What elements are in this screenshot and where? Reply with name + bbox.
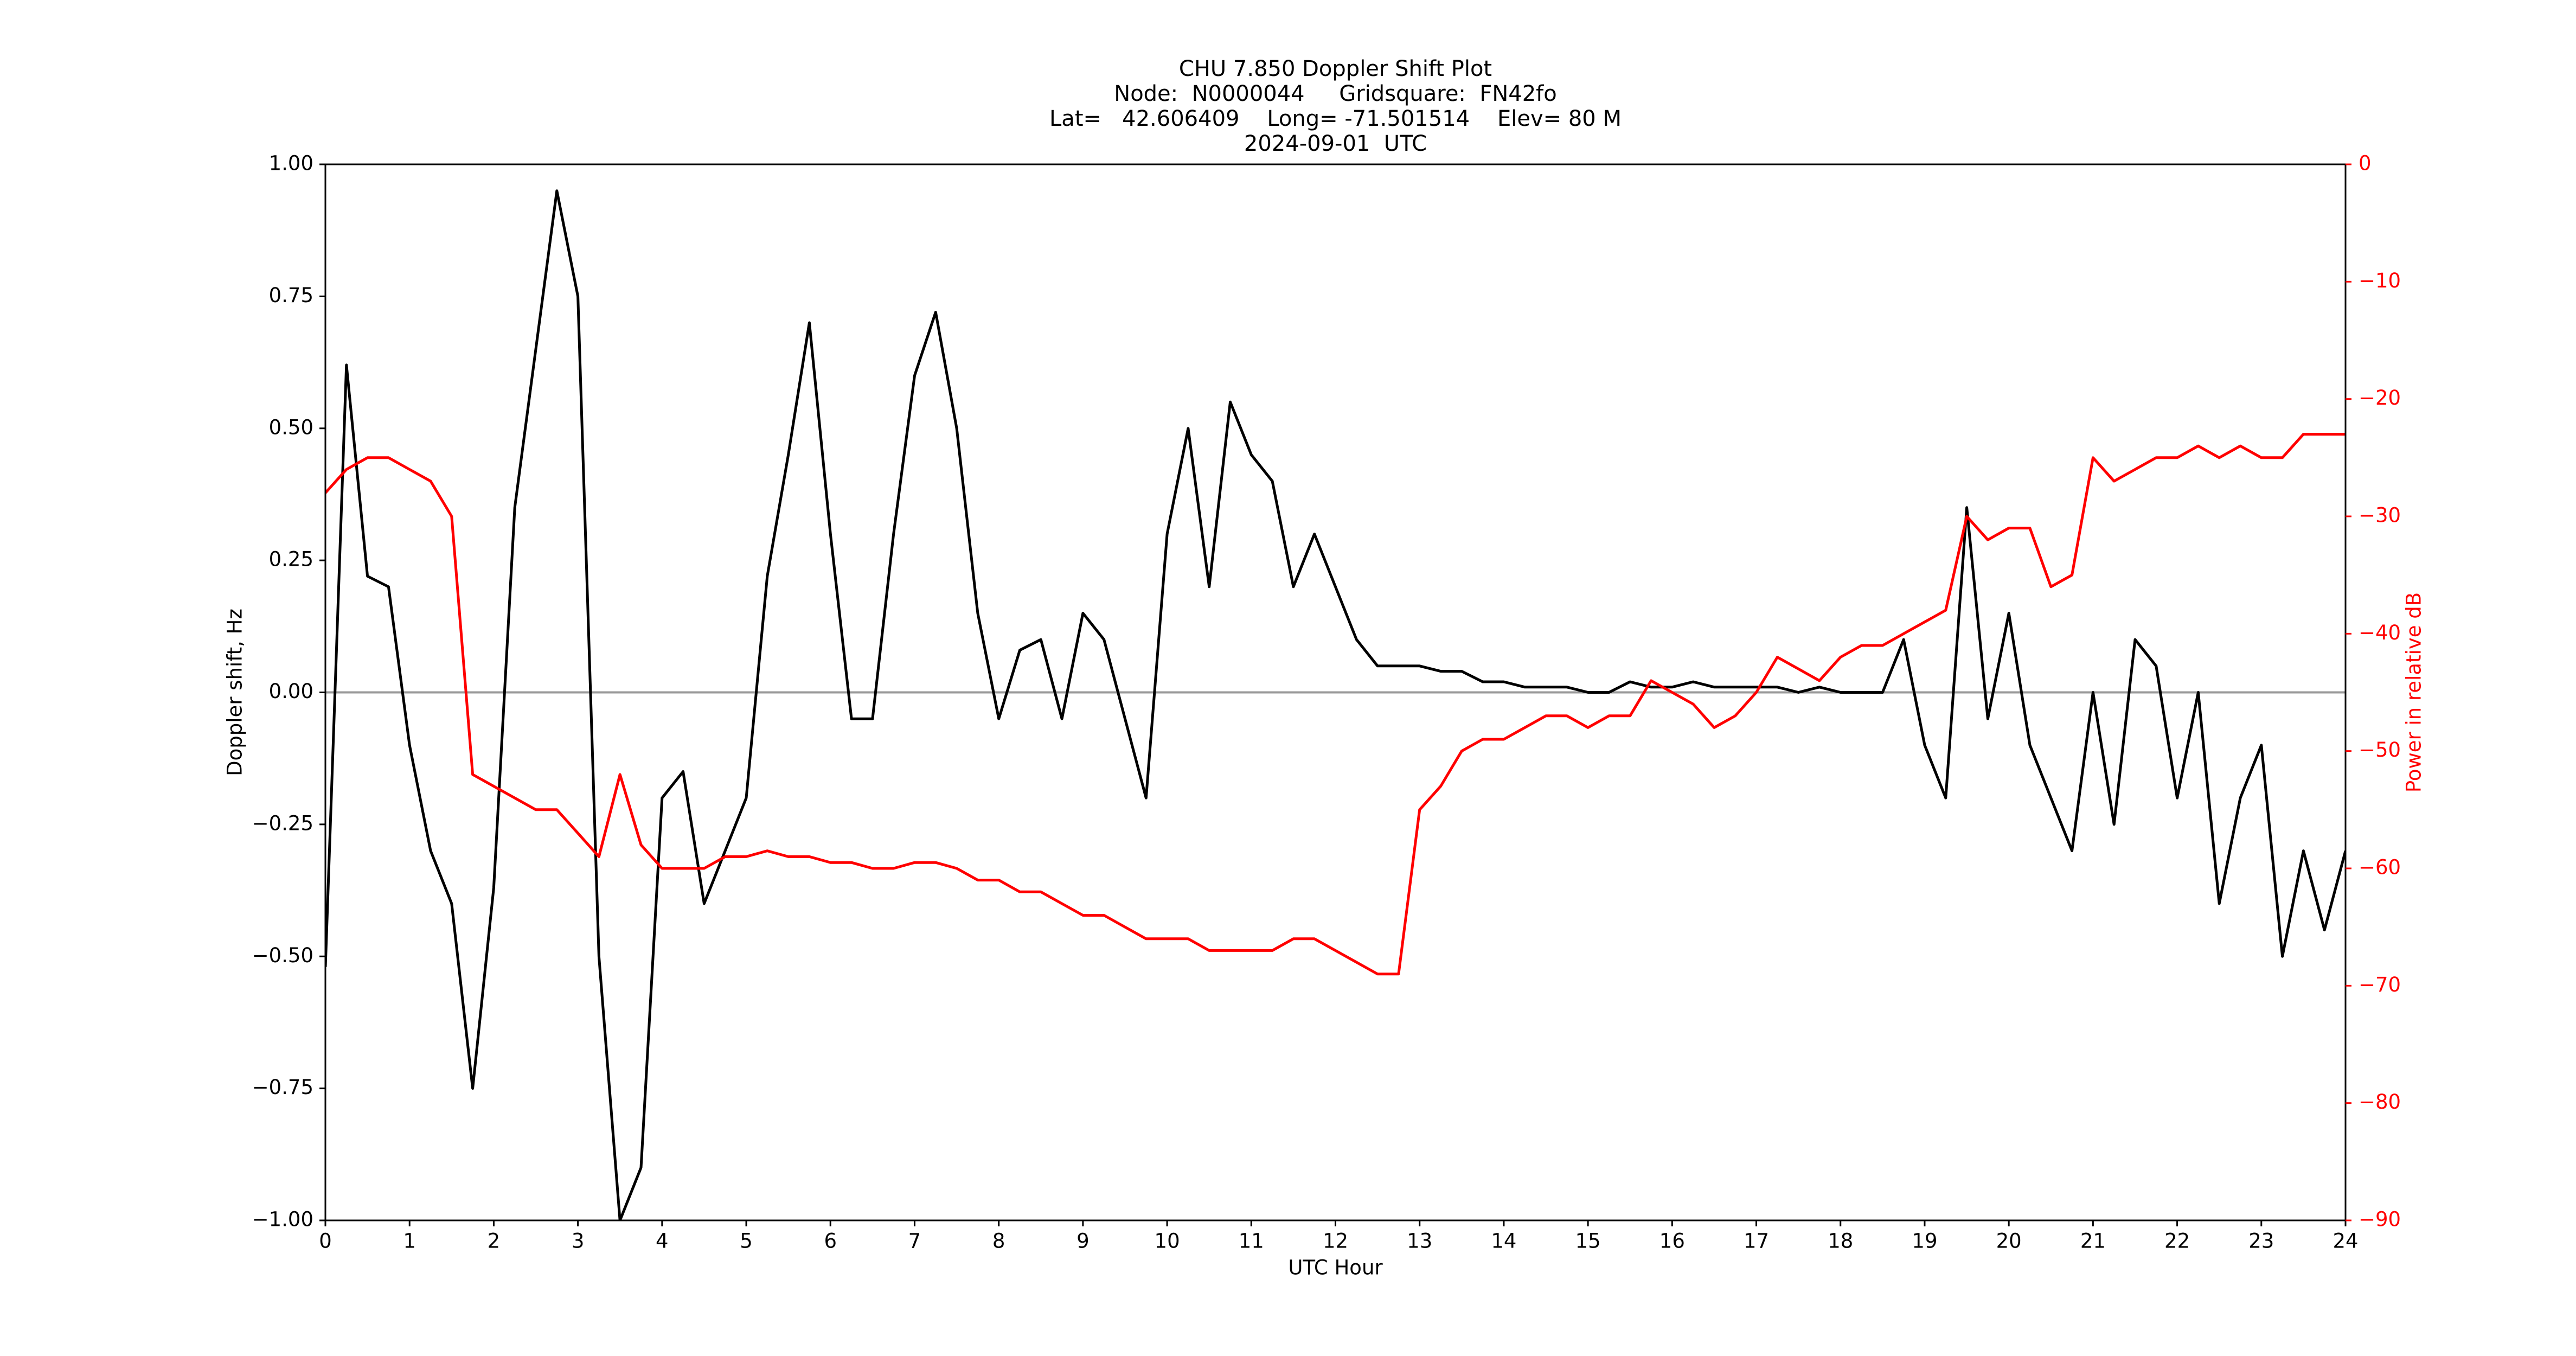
x-tick-label: 6 bbox=[824, 1230, 837, 1253]
y-tick-label: −1.00 bbox=[252, 1208, 313, 1231]
x-tick-label: 1 bbox=[403, 1230, 416, 1253]
x-tick-label: 17 bbox=[1744, 1230, 1769, 1253]
x-tick-label: 16 bbox=[1659, 1230, 1685, 1253]
y-tick-label: 0.75 bbox=[269, 284, 313, 307]
x-tick-label: 0 bbox=[319, 1230, 332, 1253]
y-tick-label: 0.00 bbox=[269, 680, 313, 703]
x-tick-label: 13 bbox=[1407, 1230, 1432, 1253]
plot-area bbox=[325, 189, 2346, 1220]
x-tick-label: 7 bbox=[908, 1230, 921, 1253]
x-tick-label: 9 bbox=[1076, 1230, 1090, 1253]
y2-axis-label: Power in relative dB bbox=[2402, 592, 2426, 792]
x-tick-label: 12 bbox=[1323, 1230, 1348, 1253]
y-axis-label: Doppler shift, Hz bbox=[223, 609, 247, 776]
x-tick-label: 8 bbox=[992, 1230, 1005, 1253]
y2-tick-label: −40 bbox=[2359, 621, 2401, 644]
x-tick-label: 3 bbox=[572, 1230, 585, 1253]
chart-title: 2024-09-01 UTC bbox=[1244, 131, 1427, 156]
y2-tick-label: −80 bbox=[2359, 1090, 2401, 1114]
chart-title: Node: N0000044 Gridsquare: FN42fo bbox=[1114, 81, 1556, 106]
chart-title: Lat= 42.606409 Long= -71.501514 Elev= 80… bbox=[1049, 106, 1622, 131]
y-tick-label: 0.25 bbox=[269, 548, 313, 571]
x-tick-label: 4 bbox=[656, 1230, 669, 1253]
x-axis-label: UTC Hour bbox=[1288, 1256, 1383, 1280]
x-tick-label: 2 bbox=[488, 1230, 501, 1253]
y2-tick-label: −60 bbox=[2359, 856, 2401, 879]
x-tick-label: 22 bbox=[2164, 1230, 2190, 1253]
x-tick-label: 19 bbox=[1912, 1230, 1937, 1253]
chart-title: CHU 7.850 Doppler Shift Plot bbox=[1179, 56, 1492, 81]
x-tick-label: 18 bbox=[1828, 1230, 1853, 1253]
y2-tick-label: −50 bbox=[2359, 738, 2401, 762]
y-tick-label: −0.75 bbox=[252, 1076, 313, 1099]
y-tick-label: −0.25 bbox=[252, 811, 313, 835]
y2-tick-label: −30 bbox=[2359, 504, 2401, 527]
y-tick-label: 1.00 bbox=[269, 152, 313, 175]
y-tick-label: 0.50 bbox=[269, 415, 313, 439]
y2-tick-label: −90 bbox=[2359, 1208, 2401, 1231]
x-tick-label: 24 bbox=[2333, 1230, 2358, 1253]
x-tick-label: 21 bbox=[2080, 1230, 2106, 1253]
x-tick-label: 10 bbox=[1155, 1230, 1180, 1253]
data-line bbox=[325, 433, 2346, 976]
x-tick-label: 15 bbox=[1575, 1230, 1601, 1253]
y2-tick-label: −70 bbox=[2359, 973, 2401, 996]
x-tick-label: 5 bbox=[740, 1230, 753, 1253]
y-tick-label: −0.50 bbox=[252, 944, 313, 967]
x-tick-label: 20 bbox=[1996, 1230, 2022, 1253]
y2-tick-label: −10 bbox=[2359, 269, 2401, 292]
x-tick-label: 11 bbox=[1239, 1230, 1264, 1253]
x-tick-label: 14 bbox=[1491, 1230, 1516, 1253]
x-tick-label: 23 bbox=[2248, 1230, 2274, 1253]
y2-tick-label: −20 bbox=[2359, 386, 2401, 410]
data-line bbox=[325, 189, 2346, 1220]
y2-tick-label: 0 bbox=[2359, 152, 2372, 175]
